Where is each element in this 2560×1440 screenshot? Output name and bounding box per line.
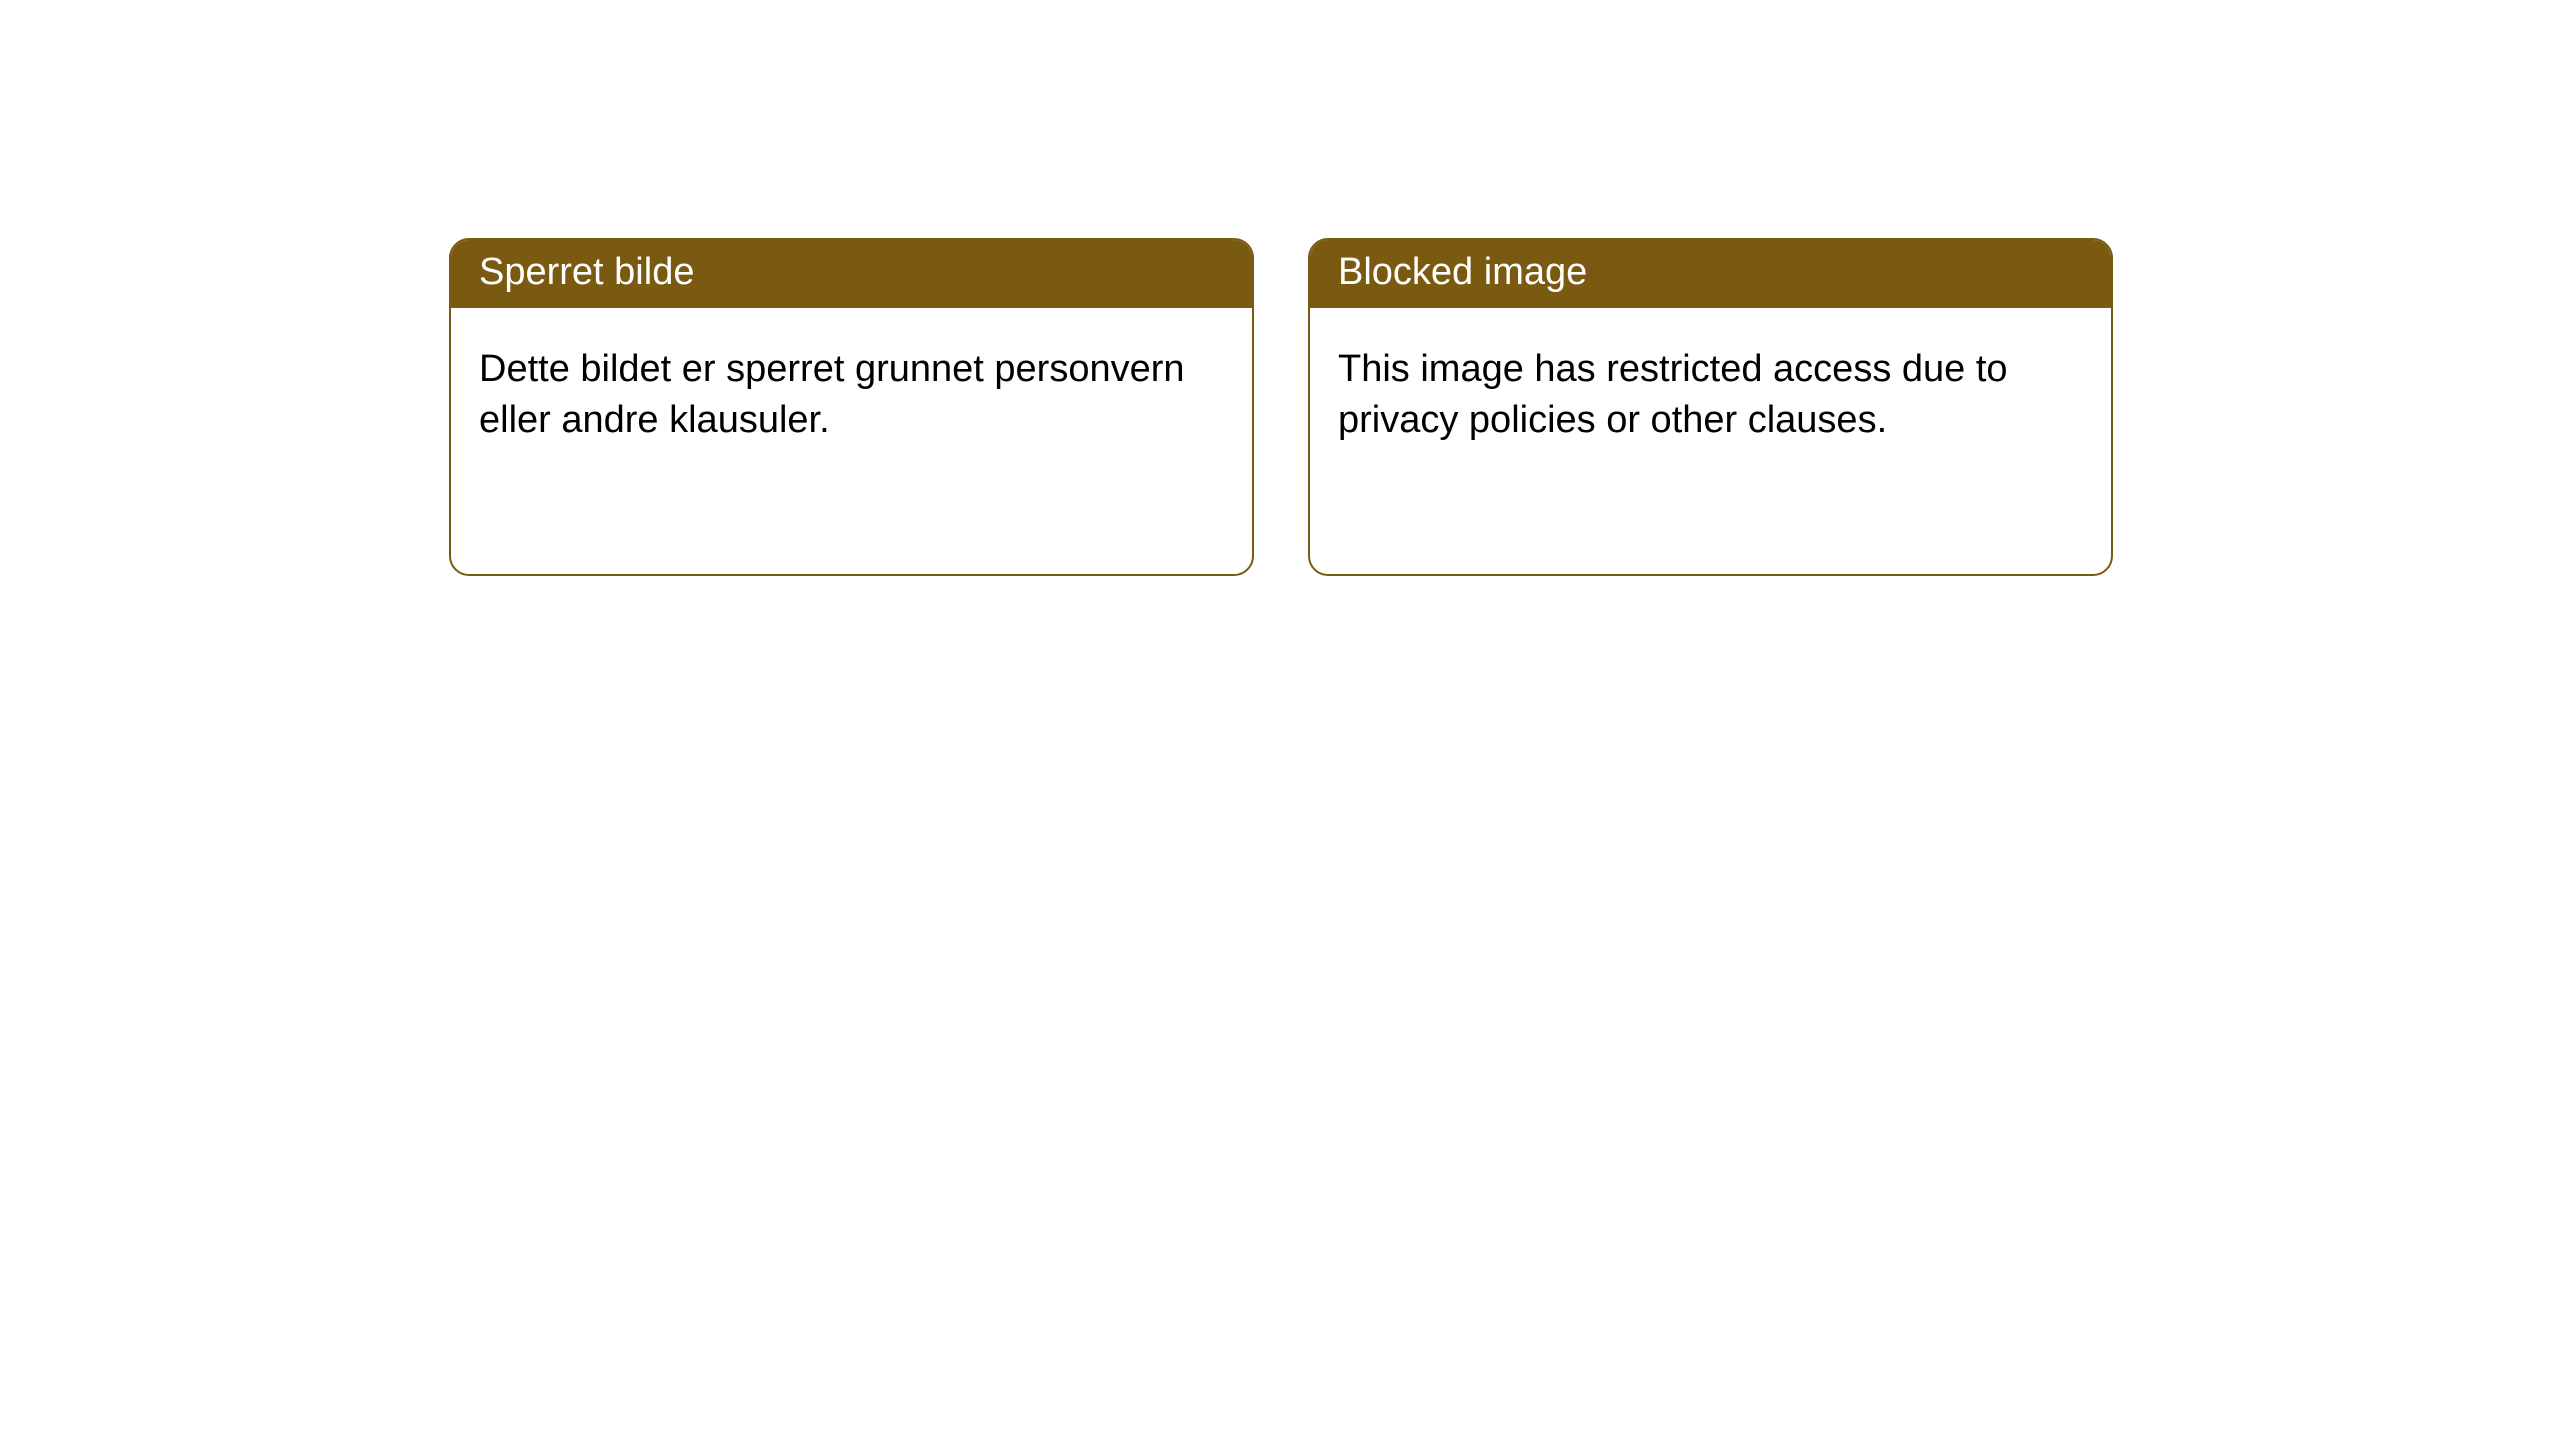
card-header: Blocked image xyxy=(1310,240,2111,308)
notice-card-norwegian: Sperret bilde Dette bildet er sperret gr… xyxy=(449,238,1254,576)
card-header: Sperret bilde xyxy=(451,240,1252,308)
card-title: Blocked image xyxy=(1338,251,1587,293)
card-title: Sperret bilde xyxy=(479,251,694,293)
card-body-text: Dette bildet er sperret grunnet personve… xyxy=(479,348,1185,441)
card-body-text: This image has restricted access due to … xyxy=(1338,348,2008,441)
card-body: Dette bildet er sperret grunnet personve… xyxy=(451,308,1252,475)
card-body: This image has restricted access due to … xyxy=(1310,308,2111,475)
notice-card-english: Blocked image This image has restricted … xyxy=(1308,238,2113,576)
notice-card-container: Sperret bilde Dette bildet er sperret gr… xyxy=(449,238,2113,576)
